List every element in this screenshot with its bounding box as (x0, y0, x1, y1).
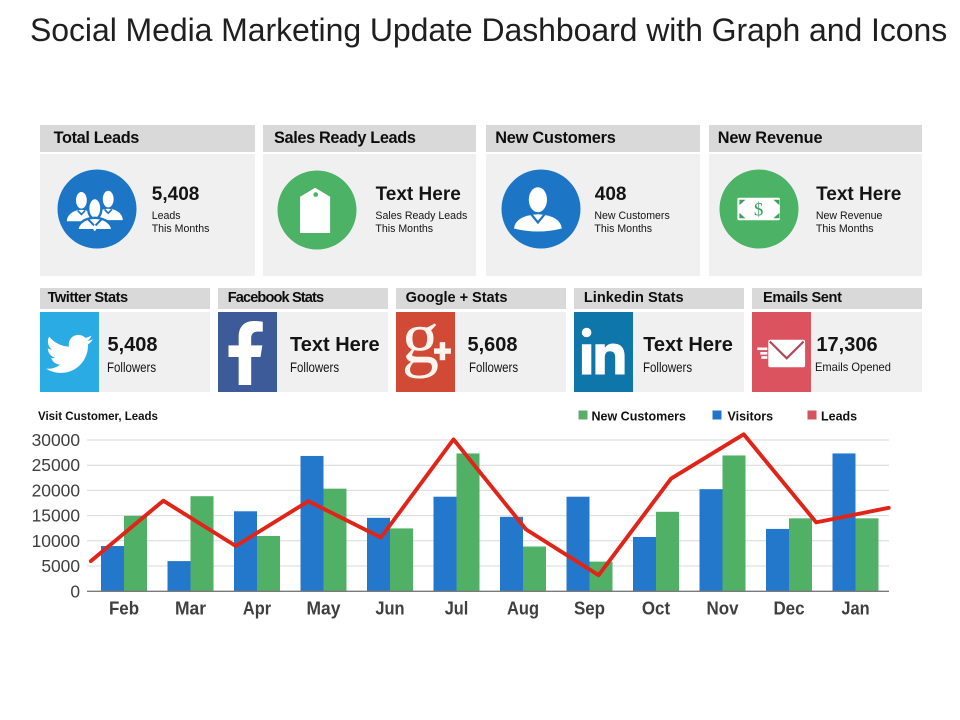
svg-text:Oct: Oct (642, 598, 670, 619)
svg-text:5000: 5000 (41, 556, 80, 576)
svg-text:Visit Customer, Leads: Visit Customer, Leads (38, 411, 158, 423)
svg-text:Apr: Apr (243, 598, 271, 619)
svg-text:Dec: Dec (773, 598, 804, 619)
svg-text:20000: 20000 (32, 480, 80, 500)
svg-text:May: May (307, 598, 342, 619)
svg-text:Nov: Nov (707, 598, 740, 619)
svg-text:Feb: Feb (109, 598, 139, 619)
svg-text:Visitors: Visitors (728, 409, 774, 423)
svg-text:Jul: Jul (445, 598, 469, 619)
svg-text:10000: 10000 (32, 531, 80, 551)
svg-text:0: 0 (70, 581, 80, 601)
svg-text:Leads: Leads (821, 409, 857, 423)
svg-text:$: $ (754, 199, 764, 220)
svg-text:15000: 15000 (32, 506, 80, 526)
svg-text:30000: 30000 (32, 430, 80, 450)
svg-text:Jun: Jun (375, 598, 404, 619)
svg-text:Mar: Mar (175, 598, 206, 619)
svg-text:g: g (402, 312, 440, 380)
svg-text:Sep: Sep (574, 598, 605, 619)
svg-text:25000: 25000 (32, 455, 80, 475)
svg-text:Aug: Aug (507, 598, 539, 619)
svg-text:Jan: Jan (841, 598, 869, 619)
svg-text:New Customers: New Customers (592, 409, 687, 423)
